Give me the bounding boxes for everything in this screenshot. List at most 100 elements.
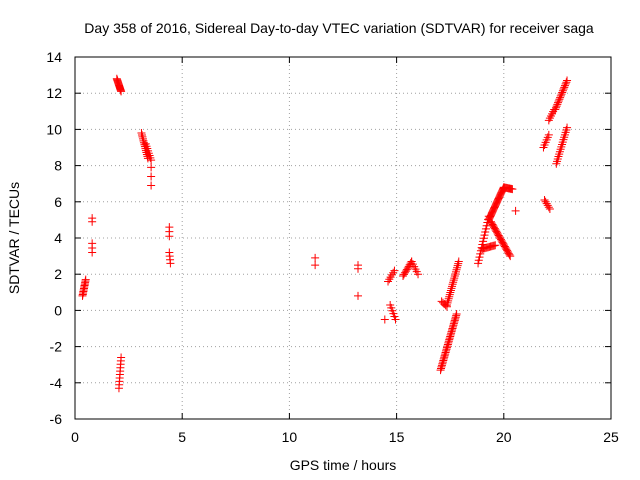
- data-point: [505, 250, 514, 259]
- data-point: [390, 266, 399, 275]
- y-tick-label: -6: [50, 411, 63, 427]
- data-point: [451, 269, 460, 278]
- data-point: [553, 100, 562, 109]
- data-point: [414, 270, 423, 279]
- y-tick-label: 0: [54, 302, 62, 318]
- chart-title: Day 358 of 2016, Sidereal Day-to-day VTE…: [84, 20, 594, 36]
- data-point: [147, 172, 156, 181]
- data-point: [453, 261, 462, 270]
- data-point: [453, 263, 462, 272]
- axis-ticks: 0 5 10 15 20 25 -6 -4 -2 0 2 4 6 8 10 12 14: [46, 49, 619, 445]
- data-point: [448, 280, 457, 289]
- data-point: [552, 102, 561, 111]
- data-point: [551, 103, 560, 112]
- data-point: [403, 263, 412, 272]
- data-point: [554, 96, 563, 105]
- data-point: [311, 261, 320, 270]
- data-point: [399, 270, 408, 279]
- data-point: [147, 156, 156, 165]
- data-point: [399, 272, 408, 281]
- data-point: [443, 298, 452, 307]
- data-point: [88, 239, 97, 248]
- data-point: [541, 197, 550, 206]
- data-point: [117, 87, 126, 96]
- y-tick-label: 8: [54, 158, 62, 174]
- data-point: [165, 232, 174, 241]
- data-point: [558, 88, 567, 97]
- data-point: [452, 265, 461, 274]
- data-point: [540, 195, 549, 204]
- data-point: [543, 201, 552, 210]
- x-tick-label: 0: [71, 429, 79, 445]
- data-point: [545, 205, 554, 214]
- data-point: [447, 284, 456, 293]
- data-point: [400, 268, 409, 277]
- data-point: [448, 282, 457, 291]
- data-point: [401, 267, 410, 276]
- data-point: [562, 78, 571, 87]
- data-point: [442, 300, 451, 309]
- data-point: [446, 288, 455, 297]
- y-tick-label: 6: [54, 194, 62, 210]
- x-axis-label: GPS time / hours: [290, 457, 397, 473]
- y-tick-label: 2: [54, 266, 62, 282]
- data-point: [551, 105, 560, 114]
- y-tick-label: -4: [50, 375, 63, 391]
- data-points: [78, 74, 572, 393]
- data-point: [452, 310, 461, 319]
- data-point: [563, 76, 572, 85]
- x-tick-label: 15: [389, 429, 405, 445]
- y-tick-label: 10: [46, 121, 62, 137]
- data-point: [391, 315, 400, 324]
- data-point: [544, 130, 553, 139]
- x-tick-label: 25: [603, 429, 619, 445]
- data-point: [147, 181, 156, 190]
- data-point: [444, 296, 453, 305]
- data-point: [557, 90, 566, 99]
- data-point: [354, 291, 363, 300]
- data-point: [563, 123, 572, 132]
- data-point: [554, 98, 563, 107]
- data-point: [560, 83, 569, 92]
- data-point: [446, 286, 455, 295]
- data-point: [445, 292, 454, 301]
- data-point: [380, 315, 389, 324]
- x-tick-label: 20: [496, 429, 512, 445]
- data-point: [147, 163, 156, 172]
- data-point: [491, 241, 500, 250]
- data-point: [559, 85, 568, 94]
- plot-frame: [74, 56, 612, 420]
- data-point: [450, 274, 459, 283]
- data-point: [88, 214, 97, 223]
- data-point: [511, 206, 520, 215]
- data-point: [454, 257, 463, 266]
- data-point: [445, 290, 454, 299]
- data-point: [354, 264, 363, 273]
- data-point: [402, 265, 411, 274]
- data-point: [451, 267, 460, 276]
- grid: [75, 57, 611, 419]
- data-point: [555, 95, 564, 104]
- data-point: [506, 252, 515, 261]
- data-point: [542, 199, 551, 208]
- data-point: [454, 259, 463, 268]
- data-point: [544, 203, 553, 212]
- data-point: [508, 185, 517, 194]
- y-tick-label: 12: [46, 85, 62, 101]
- data-point: [556, 91, 565, 100]
- data-point: [556, 93, 565, 102]
- data-point: [561, 79, 570, 88]
- data-point: [117, 353, 126, 362]
- y-tick-label: 4: [54, 230, 62, 246]
- data-point: [444, 294, 453, 303]
- data-point: [560, 81, 569, 90]
- data-point: [449, 278, 458, 287]
- data-point: [450, 272, 459, 281]
- y-axis-label: SDTVAR / TECUs: [6, 182, 22, 294]
- x-tick-label: 5: [178, 429, 186, 445]
- x-tick-label: 10: [282, 429, 298, 445]
- data-point: [81, 275, 90, 284]
- data-point: [166, 259, 175, 268]
- data-point: [311, 253, 320, 262]
